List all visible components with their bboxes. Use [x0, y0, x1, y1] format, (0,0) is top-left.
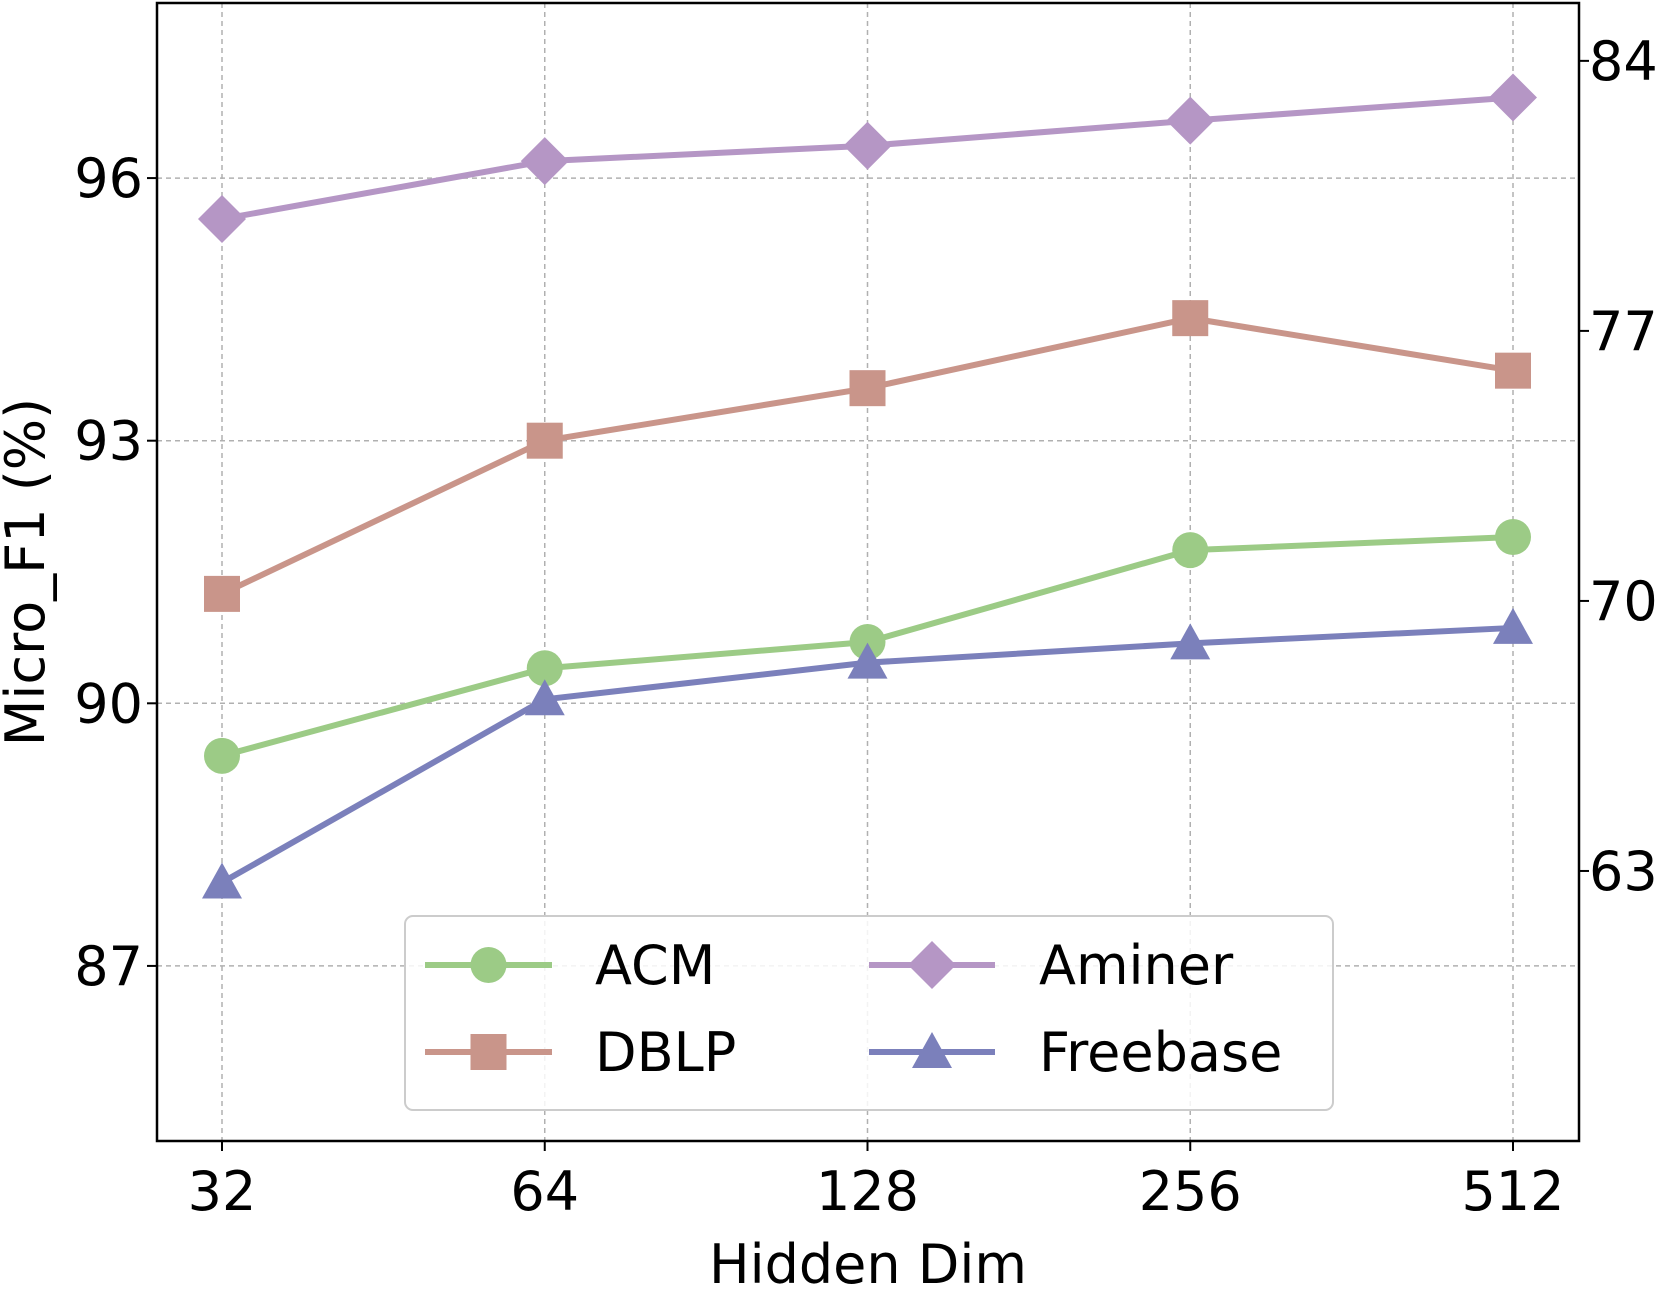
data-point-acm [1495, 518, 1531, 555]
data-point-aminer [520, 137, 569, 186]
legend-marker-freebase [912, 1032, 952, 1068]
data-point-freebase [524, 679, 565, 716]
legend-item-freebase: Freebase [869, 1021, 1282, 1084]
legend-label-dblp: DBLP [595, 1021, 736, 1084]
legend: ACM DBLP Aminer Freebase [404, 915, 1334, 1111]
data-point-aminer [1166, 96, 1215, 145]
data-point-dblp [1172, 300, 1209, 337]
data-point-aminer [1489, 73, 1537, 122]
data-point-dblp [204, 575, 240, 612]
y-right-tick-label: 84 [1589, 30, 1658, 93]
data-point-acm [526, 650, 563, 687]
series-aminer [198, 73, 1537, 244]
data-point-acm [204, 737, 240, 774]
x-tick-label: 256 [1139, 1160, 1242, 1223]
legend-item-dblp: DBLP [425, 1021, 736, 1084]
legend-item-acm: ACM [425, 934, 715, 997]
series-layer [198, 73, 1537, 899]
series-freebase [202, 607, 1533, 899]
legend-marker-dblp [470, 1034, 507, 1070]
x-tick-label: 128 [816, 1160, 919, 1223]
y-left-tick-label: 96 [74, 147, 143, 210]
data-point-dblp [526, 422, 563, 459]
data-point-aminer [843, 121, 892, 170]
data-point-freebase [847, 642, 888, 679]
data-point-aminer [198, 195, 246, 244]
x-tick-label: 512 [1461, 1160, 1564, 1223]
legend-label-freebase: Freebase [1039, 1021, 1282, 1084]
x-tick-label: 32 [188, 1160, 257, 1223]
series-acm [204, 518, 1531, 774]
legend-label-acm: ACM [595, 934, 715, 997]
data-point-dblp [1495, 352, 1531, 389]
y-right-tick-label: 63 [1589, 840, 1658, 903]
y-right-tick-label: 70 [1589, 570, 1658, 633]
y-left-tick-label: 90 [74, 672, 143, 735]
data-point-acm [849, 624, 886, 661]
data-point-acm [1172, 532, 1209, 569]
y-right-tick-label: 77 [1589, 300, 1658, 363]
legend-item-aminer: Aminer [869, 934, 1234, 997]
series-dblp [204, 300, 1531, 612]
data-point-freebase [1170, 623, 1211, 660]
x-axis-label: Hidden Dim [709, 1233, 1027, 1293]
y-left-tick-label: 93 [74, 410, 143, 473]
legend-label-aminer: Aminer [1039, 934, 1234, 997]
data-point-dblp [849, 370, 886, 407]
data-point-freebase [202, 862, 242, 899]
axis-layer: 32 64 128 256 512 87 90 93 96 63 70 77 84 [74, 30, 1657, 1223]
y-left-tick-label: 87 [74, 935, 143, 998]
legend-marker-acm [470, 947, 507, 983]
data-point-freebase [1493, 607, 1533, 644]
legend-marker-aminer [908, 941, 956, 989]
x-tick-label: 64 [510, 1160, 579, 1223]
legend-box [404, 915, 1334, 1111]
y-axis-label: Micro_F1 (%) [0, 398, 57, 746]
